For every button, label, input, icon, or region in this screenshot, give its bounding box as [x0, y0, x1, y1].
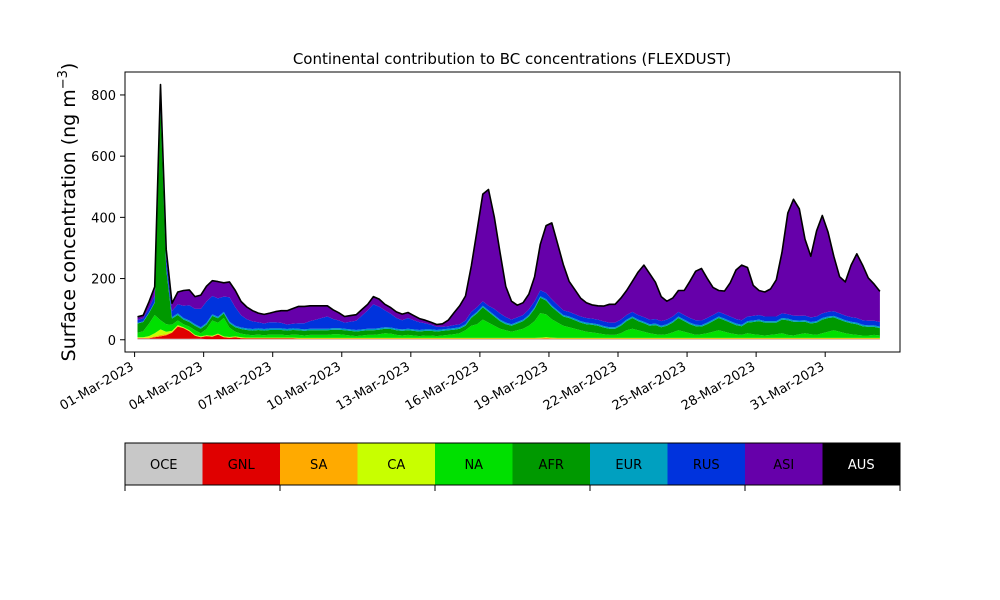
legend-swatch-rus	[667, 443, 746, 485]
area-series-gnl	[137, 326, 880, 340]
area-series-asi	[137, 84, 880, 327]
x-tick-label: 04-Mar-2023	[127, 359, 206, 413]
legend-label-afr: AFR	[539, 458, 564, 473]
legend-swatch-oce	[125, 443, 203, 485]
x-tick-label: 31-Mar-2023	[748, 359, 827, 413]
y-axis-label-main: Surface concentration (ng m	[58, 89, 80, 361]
legend-swatch-eur	[590, 443, 668, 485]
legend-label-eur: EUR	[615, 458, 642, 473]
legend-swatch-ca	[357, 443, 436, 485]
area-series-oce	[137, 338, 880, 340]
x-tick-label: 10-Mar-2023	[265, 359, 344, 413]
y-axis-label: Surface concentration (ng m−3)	[56, 63, 80, 362]
y-axis-label-sup: −3	[56, 70, 71, 89]
legend-swatch-afr	[512, 443, 591, 485]
x-tick-label: 01-Mar-2023	[57, 359, 136, 413]
x-tick-label: 25-Mar-2023	[610, 359, 689, 413]
x-tick-label: 13-Mar-2023	[334, 359, 413, 413]
legend-label-rus: RUS	[693, 458, 720, 473]
legend-swatch-asi	[745, 443, 823, 485]
legend-label-gnl: GNL	[228, 458, 256, 473]
area-series-aus	[137, 84, 880, 325]
y-tick-label: 600	[91, 150, 116, 165]
legend-label-asi: ASI	[773, 458, 794, 473]
chart-title: Continental contribution to BC concentra…	[293, 50, 731, 68]
x-tick-label: 19-Mar-2023	[472, 359, 551, 413]
y-axis-label-close: )	[58, 63, 80, 70]
y-tick-label: 200	[91, 273, 116, 288]
legend-swatch-aus	[822, 443, 901, 485]
x-tick-label: 28-Mar-2023	[679, 359, 758, 413]
stacked-areas	[137, 84, 880, 340]
legend-frame	[124, 442, 901, 486]
legend-swatch-gnl	[202, 443, 281, 485]
x-tick-label: 07-Mar-2023	[196, 359, 275, 413]
legend-colorbar: OCE GNL SA CA NA AFR EUR RUS ASI AUS	[124, 442, 901, 491]
area-series-rus	[137, 96, 880, 330]
legend-swatch-na	[435, 443, 513, 485]
y-axis: 0 200 400 600 800	[91, 89, 125, 349]
x-tick-label: 22-Mar-2023	[541, 359, 620, 413]
legend-label-aus: AUS	[848, 458, 875, 473]
legend-label-ca: CA	[387, 458, 405, 473]
legend-label-oce: OCE	[150, 458, 178, 473]
x-axis: 01-Mar-202304-Mar-202307-Mar-202310-Mar-…	[57, 352, 827, 414]
legend-label-sa: SA	[310, 458, 327, 473]
legend-swatch-sa	[280, 443, 358, 485]
plot-area-frame	[124, 71, 901, 353]
y-tick-label: 800	[91, 89, 116, 104]
area-series-na	[137, 313, 880, 338]
total-line	[137, 83, 881, 326]
total-line-layer	[137, 83, 881, 326]
x-tick-label: 16-Mar-2023	[403, 359, 482, 413]
legend-label-na: NA	[464, 458, 483, 473]
y-tick-label: 400	[91, 211, 116, 226]
y-tick-label: 0	[108, 334, 116, 349]
